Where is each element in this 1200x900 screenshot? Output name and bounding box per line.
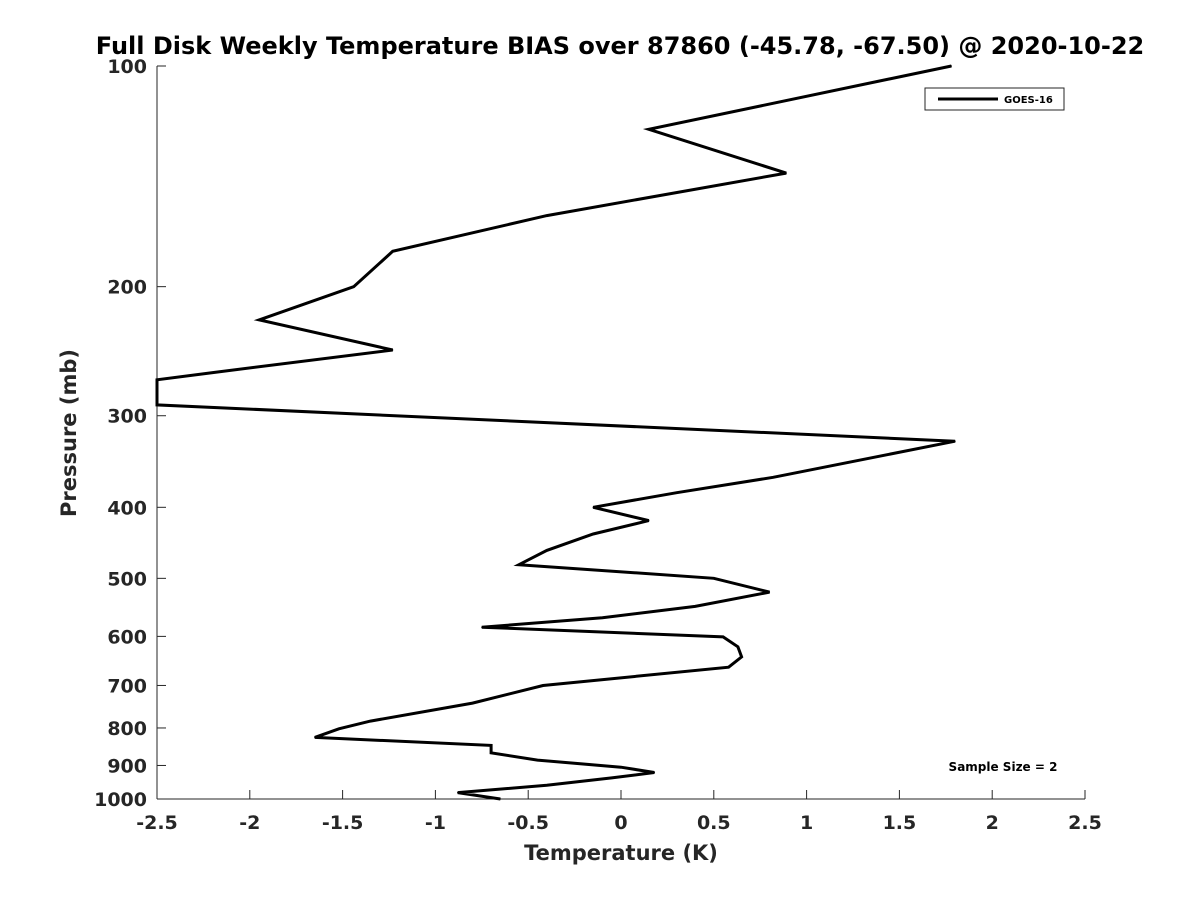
series-layer [155,64,956,801]
data-point [950,65,952,67]
data-point [728,666,730,668]
series-line-goes-16 [155,64,956,801]
x-tick-label: -1 [425,812,446,834]
data-point [392,250,394,252]
data-point [314,736,316,738]
data-point [499,798,501,800]
data-point [546,549,548,552]
x-tick-label: 0 [614,812,627,834]
x-axis-label: Temperature (K) [524,841,718,865]
data-point [471,702,474,704]
data-point [156,379,158,381]
y-tick-label: 700 [107,675,147,697]
data-point [546,784,548,786]
y-tick-label: 500 [107,568,147,590]
x-tick-label: -1.5 [322,812,364,834]
data-point [156,404,158,406]
y-tick-label: 900 [107,755,147,777]
legend[interactable]: GOES-16 [924,87,1065,111]
data-point [353,286,355,288]
y-tick-label: 200 [107,277,147,299]
data-point [518,564,520,566]
data-point [546,215,548,217]
data-point [620,766,622,768]
data-point [648,128,650,130]
data-point [592,506,594,508]
data-point [954,440,956,442]
x-tick-label: 2.5 [1068,812,1102,834]
data-point [741,656,743,658]
data-point [392,349,394,351]
x-tick-label: -0.5 [507,812,549,834]
sample-size-annotation: Sample Size = 2 [949,760,1058,774]
data-point [772,476,774,478]
data-point [737,646,739,648]
y-tick-label: 400 [107,497,147,519]
data-point [457,791,459,794]
x-tick-label: 1 [800,812,813,834]
data-point [481,626,483,628]
data-point [490,752,492,754]
data-point [338,728,340,730]
x-ticks: -2.5 -2 -1.5 -1 -0.5 0 0.5 1 1.5 2 2.5 [136,790,1102,834]
data-point [592,533,594,535]
y-tick-label: 800 [107,718,147,740]
data-point [694,605,696,607]
data-point [369,720,372,722]
x-tick-label: -2 [239,812,260,834]
data-point [542,684,544,687]
y-tick-label: 100 [107,56,147,78]
data-point [258,319,260,321]
y-tick-label: 1000 [94,789,147,811]
chart-title: Full Disk Weekly Temperature BIAS over 8… [96,32,1144,60]
data-point [648,519,650,522]
data-point [536,759,539,761]
x-tick-label: 2 [986,812,999,834]
data-point [722,636,724,638]
data-point [601,617,604,619]
data-point [785,172,787,174]
data-point [490,744,492,746]
x-tick-label: -2.5 [136,812,178,834]
data-point [768,591,771,593]
legend-label: GOES-16 [1004,95,1053,106]
y-tick-label: 600 [107,626,147,648]
data-point [653,771,656,774]
x-tick-label: 0.5 [697,812,731,834]
y-axis-label: Pressure (mb) [57,349,81,517]
data-point [212,372,214,374]
y-ticks: 100 200 300 400 500 600 700 800 900 1000 [94,56,166,811]
axes [156,66,1085,800]
x-tick-label: 1.5 [883,812,917,834]
data-point [611,777,613,779]
y-tick-label: 300 [107,406,147,428]
data-point [676,492,678,494]
data-point [713,577,715,579]
series-points [156,65,956,800]
